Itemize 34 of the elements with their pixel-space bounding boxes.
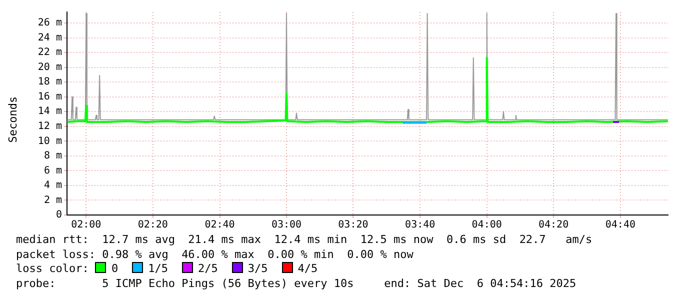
x-tick-label: 04:20 xyxy=(538,220,569,231)
text: median rtt: 12.7 ms avg 21.4 ms max 12.4 ms min 12.5 ms now 0.6 ms sd 22.7 am/s xyxy=(16,233,592,248)
x-tick-label: 02:00 xyxy=(71,220,102,231)
x-tick-label: 03:20 xyxy=(338,220,368,231)
y-tick-label: 22 m xyxy=(38,47,62,58)
text: packet loss: 0.98 % avg 46.00 % max 0.00 % min 0.00 % now xyxy=(16,248,414,262)
legend-label: 1/5 xyxy=(147,262,168,275)
legend-label: 3/5 xyxy=(246,262,268,275)
text: end: Sat Dec 6 04:54:16 2025 xyxy=(384,276,576,291)
y-tick-label: 20 m xyxy=(38,62,62,73)
x-tick-label: 03:40 xyxy=(405,220,436,231)
y-tick-label: 12 m xyxy=(38,121,62,132)
legend-label: 4/5 xyxy=(296,262,318,275)
y-tick-label: 24 m xyxy=(38,32,62,44)
y-tick-label: 4 m xyxy=(44,180,62,192)
legend-label: 2/5 xyxy=(196,262,218,275)
x-tick-label: 03:00 xyxy=(271,220,302,231)
x-tick-label: 04:40 xyxy=(605,220,636,231)
y-tick-label: 2 m xyxy=(44,194,62,206)
y-tick-label: 16 m xyxy=(38,91,62,102)
y-tick-label: 18 m xyxy=(38,76,62,88)
text: probe: 5 ICMP Echo Pings (56 Bytes) every 10s xyxy=(16,276,354,290)
text: loss color: xyxy=(16,262,89,275)
legend-label: 0 xyxy=(110,262,118,275)
y-tick-label: 0 xyxy=(56,210,62,221)
y-tick-label: 26 m xyxy=(38,18,62,29)
x-tick-label: 04:00 xyxy=(472,220,502,231)
y-tick-label: 14 m xyxy=(38,106,62,118)
x-tick-label: 02:20 xyxy=(138,220,168,231)
y-tick-label: 6 m xyxy=(44,165,62,176)
x-tick-label: 02:40 xyxy=(204,220,235,231)
y-tick-label: 8 m xyxy=(44,150,62,162)
y-axis-title: Seconds xyxy=(6,95,20,145)
y-tick-label: 10 m xyxy=(38,136,62,147)
